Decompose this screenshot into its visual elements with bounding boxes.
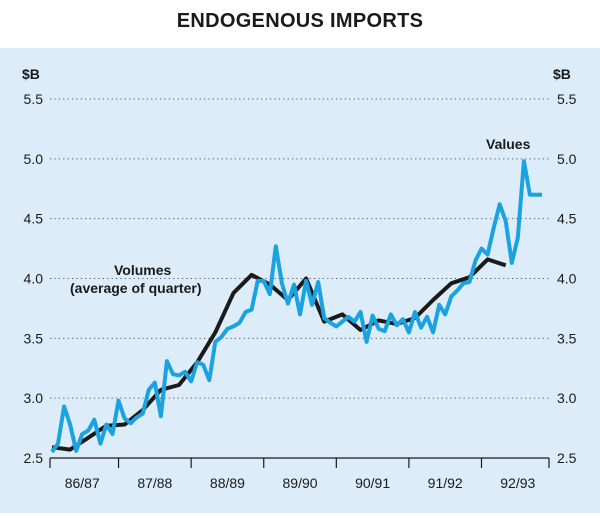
- values-line: [50, 159, 542, 454]
- y-tick-label-right: 4.0: [557, 271, 577, 287]
- x-tick-label: 87/88: [137, 475, 172, 491]
- chart-svg: $B $B 2.5 3.0 3.5 4.0 4.5 5.0 5.5 2.5 3.0 3.5 4.0…: [0, 48, 600, 513]
- x-tick-label: 86/87: [65, 475, 100, 491]
- y-tick-label-left: 5.5: [24, 91, 44, 107]
- y-tick-label-right: 2.5: [557, 450, 577, 466]
- x-tick-label: 88/89: [210, 475, 245, 491]
- y-tick-label-left: 4.0: [24, 271, 44, 287]
- x-tick-label: 90/91: [355, 475, 390, 491]
- y-tick-label-right: 4.5: [557, 211, 577, 227]
- y-tick-label-right: 3.5: [557, 330, 577, 346]
- x-tick-label: 92/93: [500, 475, 535, 491]
- y-tick-label-left: 3.5: [24, 330, 44, 346]
- y-tick-labels-left: 2.5 3.0 3.5 4.0 4.5 5.0 5.5: [24, 91, 44, 466]
- x-tick-label: 89/90: [283, 475, 318, 491]
- x-axis: 86/87 87/88 88/89 89/90 90/91 91/92 92/93: [49, 457, 550, 491]
- chart-title: ENDOGENOUS IMPORTS: [176, 10, 424, 32]
- y-tick-label-left: 2.5: [24, 450, 44, 466]
- plot-panel: $B $B 2.5 3.0 3.5 4.0 4.5 5.0 5.5 2.5 3.0 3.5 4.0…: [0, 48, 600, 513]
- y-tick-label-right: 5.0: [557, 151, 577, 167]
- y-axis-unit-right: $B: [553, 66, 571, 82]
- y-tick-label-left: 3.0: [24, 390, 44, 406]
- y-tick-label-left: 5.0: [24, 151, 44, 167]
- y-tick-labels-right: 2.5 3.0 3.5 4.0 4.5 5.0 5.5: [557, 91, 577, 466]
- values-series-label: Values: [486, 136, 531, 152]
- volumes-series-sublabel: (average of quarter): [70, 280, 201, 296]
- volumes-series-label: Volumes: [114, 262, 172, 278]
- series-lines: [50, 159, 542, 454]
- y-axis-unit-left: $B: [22, 66, 40, 82]
- y-tick-label-left: 4.5: [24, 211, 44, 227]
- y-tick-label-right: 5.5: [557, 91, 577, 107]
- y-tick-label-right: 3.0: [557, 390, 577, 406]
- x-tick-label: 91/92: [428, 475, 463, 491]
